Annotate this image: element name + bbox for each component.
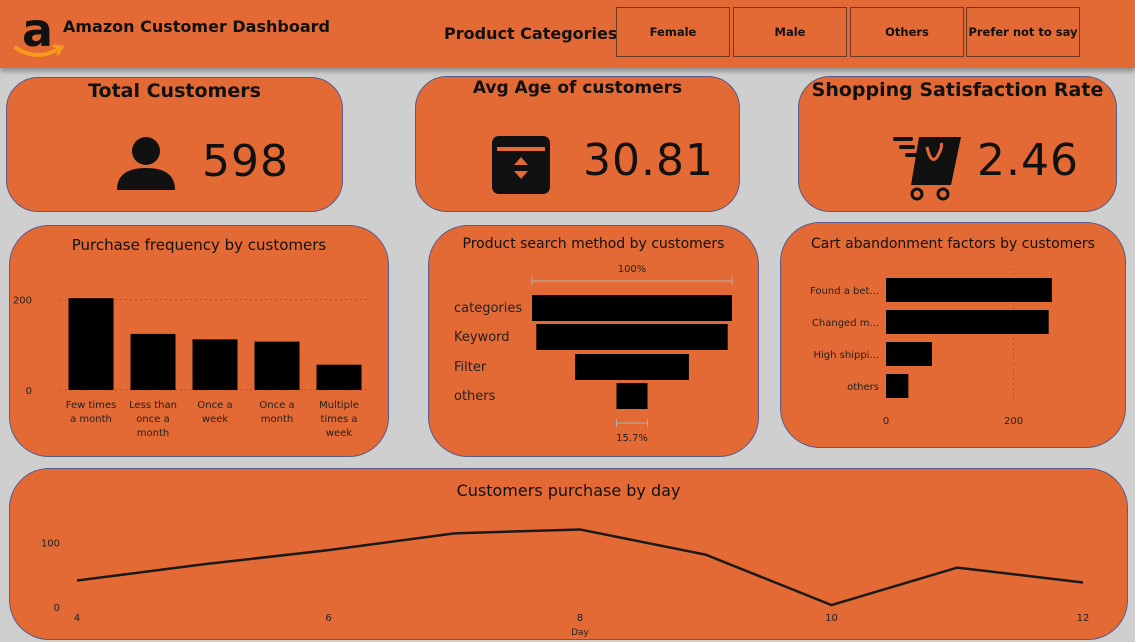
- category-label: categories: [454, 301, 522, 316]
- category-label: Found a bet...: [810, 286, 879, 297]
- category-label: Changed m...: [812, 318, 879, 329]
- y-tick-label: 0: [54, 603, 60, 614]
- x-tick-label: Once a month: [259, 400, 294, 425]
- funnel-top-label: 100%: [618, 264, 647, 275]
- kpi-total-customers-card: Total Customers 598: [6, 77, 343, 212]
- bar: [886, 342, 932, 366]
- x-tick-label: 10: [825, 613, 838, 624]
- x-tick-label: 4: [74, 613, 80, 624]
- bar: [886, 278, 1052, 302]
- y-tick-label: 200: [13, 296, 32, 307]
- kpi-avg-age-card: Avg Age of customers 30.81: [415, 76, 740, 212]
- filter-label: Product Categories: [444, 24, 618, 43]
- calendar-icon: [492, 136, 550, 194]
- purchase-frequency-card: Purchase frequency by customers 0 200 Few …: [9, 225, 389, 457]
- cart-abandonment-card: Cart abandonment factors by customers 0 2…: [780, 222, 1126, 448]
- top-bar: a Amazon Customer Dashboard Product Cate…: [0, 0, 1135, 68]
- bar: [316, 364, 362, 390]
- cart-icon: [893, 137, 961, 201]
- bar: [192, 339, 238, 390]
- bar: [886, 310, 1049, 334]
- category-label: Keyword: [454, 330, 510, 345]
- funnel-bar: [536, 324, 728, 350]
- kpi-value: 30.81: [583, 135, 714, 186]
- app-title: Amazon Customer Dashboard: [63, 17, 330, 36]
- chart-title: Purchase frequency by customers: [71, 236, 327, 254]
- bar: [68, 298, 114, 390]
- category-label: High shippi...: [814, 350, 880, 361]
- filter-female-button[interactable]: Female: [616, 7, 730, 57]
- purchase-by-day-card: Customers purchase by day 0 100 4 6 8 10 12 Day: [9, 468, 1128, 640]
- x-tick-label: Multiple times a week: [319, 400, 359, 439]
- x-tick-label: 200: [1004, 416, 1023, 427]
- category-label: Filter: [454, 360, 487, 375]
- cart-abandonment-chart: 0 200 Found a bet... Changed m... High shipp…: [810, 268, 1052, 427]
- kpi-satisfaction-card: Shopping Satisfaction Rate 2.46: [798, 76, 1117, 212]
- x-axis-label: Day: [571, 628, 589, 638]
- y-tick-label: 0: [26, 386, 32, 397]
- kpi-title: Avg Age of customers: [472, 78, 683, 98]
- bar: [886, 374, 909, 398]
- chart-title: Customers purchase by day: [456, 481, 681, 500]
- filter-male-button[interactable]: Male: [733, 7, 847, 57]
- chart-title: Cart abandonment factors by customers: [811, 236, 1095, 252]
- amazon-logo-icon: a: [14, 4, 65, 57]
- series-line: [76, 528, 1084, 607]
- x-tick-label: Few times a month: [66, 400, 117, 425]
- person-icon: [117, 137, 175, 190]
- x-tick-label: 8: [577, 613, 583, 624]
- category-label: others: [454, 389, 496, 404]
- funnel-bottom-label: 15.7%: [616, 433, 648, 444]
- kpi-value: 2.46: [977, 135, 1079, 186]
- bar: [130, 333, 176, 390]
- kpi-title: Total Customers: [88, 80, 261, 102]
- funnel-bar: [575, 354, 689, 380]
- x-tick-label: Less than once a month: [129, 400, 177, 439]
- kpi-value: 598: [202, 136, 289, 187]
- chart-title: Product search method by customers: [462, 236, 725, 252]
- y-tick-label: 100: [41, 538, 60, 549]
- category-label: others: [847, 382, 879, 393]
- search-method-card: Product search method by customers 100% c…: [428, 225, 759, 457]
- kpi-title: Shopping Satisfaction Rate: [811, 79, 1104, 101]
- x-tick-label: Once a week: [197, 400, 232, 425]
- x-tick-label: 6: [325, 613, 331, 624]
- funnel-bar: [616, 383, 648, 409]
- filter-prefer-not-button[interactable]: Prefer not to say: [966, 7, 1080, 57]
- purchase-frequency-chart: 0 200 Few times a month Less than once a month…: [13, 296, 370, 439]
- search-method-chart: 100% categories Keyword Filter others 15.7%: [454, 264, 733, 444]
- x-tick-label: 0: [883, 416, 889, 427]
- purchase-by-day-chart: 0 100 4 6 8 10 12 Day: [41, 528, 1090, 638]
- bar: [254, 341, 300, 390]
- funnel-bar: [532, 295, 732, 321]
- x-tick-label: 12: [1077, 613, 1090, 624]
- filter-others-button[interactable]: Others: [850, 7, 964, 57]
- svg-text:a: a: [22, 4, 53, 57]
